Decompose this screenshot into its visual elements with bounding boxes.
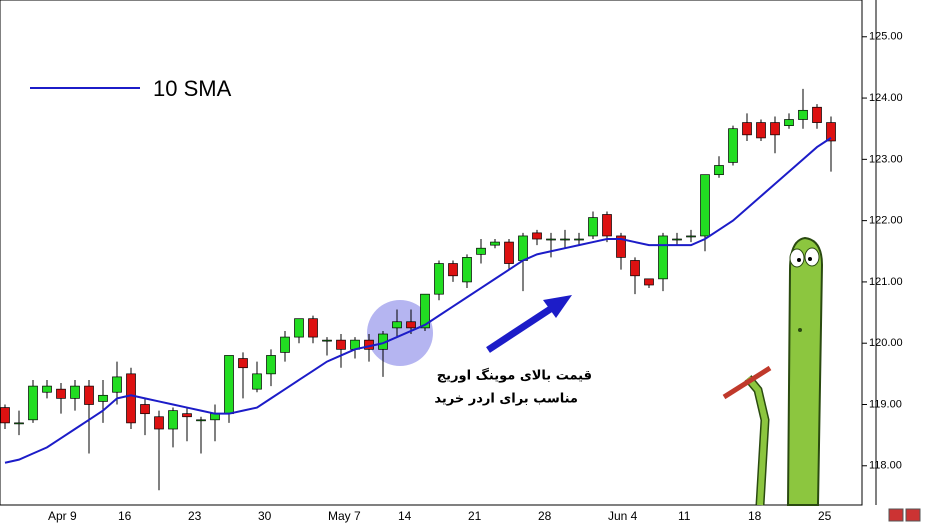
candle-body bbox=[770, 122, 780, 136]
y-tick-label: 121.00 bbox=[869, 276, 903, 288]
x-tick-label: 25 bbox=[818, 509, 832, 523]
x-tick-label: 18 bbox=[748, 509, 762, 523]
candle-body bbox=[322, 339, 332, 342]
x-tick-label: Jun 4 bbox=[608, 509, 638, 523]
candle-body bbox=[714, 165, 724, 176]
plot-frame bbox=[0, 0, 863, 506]
candle-body bbox=[294, 318, 304, 338]
candle-body bbox=[126, 373, 136, 424]
candle-body bbox=[98, 394, 108, 402]
x-tick-label: 11 bbox=[678, 509, 691, 523]
candle-body bbox=[518, 235, 528, 261]
candle-body bbox=[434, 263, 444, 295]
candle-body bbox=[630, 260, 640, 277]
candle-body bbox=[700, 174, 710, 237]
x-tick-label: Apr 9 bbox=[48, 509, 77, 523]
y-tick-label: 123.00 bbox=[869, 153, 903, 165]
candle-body bbox=[490, 241, 500, 246]
y-tick-label: 125.00 bbox=[869, 31, 903, 43]
candle-body bbox=[224, 355, 234, 415]
y-tick-label: 118.00 bbox=[869, 460, 902, 472]
candle-body bbox=[826, 122, 836, 142]
candle-body bbox=[56, 388, 66, 399]
candle-body bbox=[616, 235, 626, 258]
x-tick-label: 23 bbox=[188, 509, 202, 523]
candle-body bbox=[658, 235, 668, 280]
arrow-shaft bbox=[486, 303, 557, 353]
candle-body bbox=[420, 293, 430, 329]
annotation: قیمت بالای موینگ اوریج bbox=[437, 368, 592, 384]
y-tick-label: 124.00 bbox=[869, 92, 903, 104]
candle-body bbox=[392, 321, 402, 329]
candle-body bbox=[602, 214, 612, 237]
nav-button[interactable] bbox=[905, 508, 921, 522]
candle-body bbox=[476, 247, 486, 255]
candle-body bbox=[448, 263, 458, 277]
candle-body bbox=[728, 128, 738, 163]
candle-body bbox=[546, 238, 556, 241]
candle-body bbox=[588, 217, 598, 237]
candle-body bbox=[196, 419, 206, 422]
candle-body bbox=[756, 122, 766, 139]
candle-body bbox=[798, 109, 808, 120]
candle-body bbox=[784, 119, 794, 126]
candle-body bbox=[238, 358, 248, 369]
arrow-head bbox=[543, 295, 572, 318]
candle-body bbox=[140, 404, 150, 415]
candle-body bbox=[42, 385, 52, 393]
candle-body bbox=[112, 376, 122, 393]
candle-body bbox=[14, 422, 24, 425]
candle-body bbox=[308, 318, 318, 338]
candle-body bbox=[560, 238, 570, 241]
candle-body bbox=[28, 385, 38, 421]
candle-body bbox=[84, 385, 94, 405]
x-tick-label: 16 bbox=[118, 509, 132, 523]
candle-body bbox=[280, 336, 290, 353]
y-tick-label: 120.00 bbox=[869, 337, 903, 349]
candle-body bbox=[686, 235, 696, 238]
candle-body bbox=[252, 373, 262, 390]
cartoon bbox=[722, 236, 824, 506]
candle-body bbox=[182, 413, 192, 418]
legend-label: 10 SMA bbox=[153, 76, 232, 101]
x-tick-label: May 7 bbox=[328, 509, 361, 523]
annotation: مناسب برای اردر خرید bbox=[434, 392, 578, 407]
candle-body bbox=[644, 278, 654, 286]
sma-line bbox=[4, 137, 832, 464]
candle-body bbox=[336, 339, 346, 350]
y-tick-label: 122.00 bbox=[869, 215, 903, 227]
candle-body bbox=[168, 410, 178, 430]
candle-body bbox=[266, 355, 276, 375]
candle-body bbox=[70, 385, 80, 399]
candle-body bbox=[672, 238, 682, 241]
candle-body bbox=[532, 232, 542, 240]
candle-body bbox=[462, 257, 472, 283]
candle-body bbox=[154, 416, 164, 430]
y-tick-label: 119.00 bbox=[869, 398, 902, 410]
candle-body bbox=[812, 106, 822, 123]
x-tick-label: 30 bbox=[258, 509, 272, 523]
candle-body bbox=[504, 241, 514, 264]
x-tick-label: 28 bbox=[538, 509, 552, 523]
candle-body bbox=[742, 122, 752, 136]
nav-button[interactable] bbox=[888, 508, 904, 522]
candle-body bbox=[574, 238, 584, 241]
x-tick-label: 21 bbox=[468, 509, 482, 523]
candle-body bbox=[0, 407, 10, 424]
x-tick-label: 14 bbox=[398, 509, 412, 523]
candle-body bbox=[406, 321, 416, 329]
